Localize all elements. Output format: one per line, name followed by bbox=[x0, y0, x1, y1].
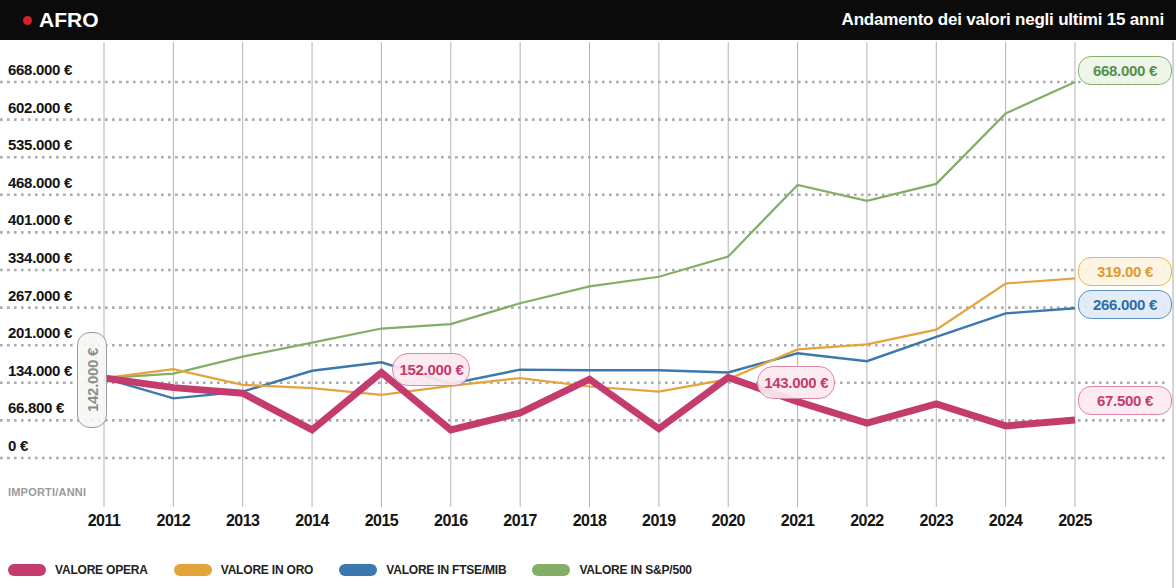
infographic: AFRO Andamento dei valori negli ultimi 1… bbox=[0, 0, 1176, 588]
header-bar: AFRO Andamento dei valori negli ultimi 1… bbox=[0, 0, 1176, 40]
legend-label-valore-in-oro: VALORE IN ORO bbox=[221, 563, 314, 577]
y-axis-label-134-000: 134.000 € bbox=[8, 362, 72, 379]
x-axis-label-2019: 2019 bbox=[629, 512, 689, 530]
x-axis-label-2011: 2011 bbox=[74, 512, 134, 530]
y-axis-label-668-000: 668.000 € bbox=[8, 61, 72, 78]
legend-swatch-valore-in-ftse-mib bbox=[339, 564, 377, 576]
value-label-152-000: 152.000 € bbox=[392, 353, 470, 386]
x-axis-label-2017: 2017 bbox=[490, 512, 550, 530]
x-axis-label-2018: 2018 bbox=[560, 512, 620, 530]
x-axis-label-2023: 2023 bbox=[906, 512, 966, 530]
legend-swatch-valore-opera bbox=[8, 564, 46, 576]
x-axis-label-2025: 2025 bbox=[1045, 512, 1105, 530]
y-axis-label-602-000: 602.000 € bbox=[8, 99, 72, 116]
y-axis-label-0: 0 € bbox=[8, 437, 28, 454]
y-axis-label-401-000: 401.000 € bbox=[8, 211, 72, 228]
x-axis-label-2013: 2013 bbox=[213, 512, 273, 530]
x-axis-label-2020: 2020 bbox=[698, 512, 758, 530]
y-axis-label-535-000: 535.000 € bbox=[8, 136, 72, 153]
axis-caption: IMPORTI/ANNI bbox=[8, 486, 86, 498]
legend-item-valore-opera: VALORE OPERA bbox=[8, 563, 148, 577]
x-axis-label-2012: 2012 bbox=[143, 512, 203, 530]
x-axis-label-2016: 2016 bbox=[421, 512, 481, 530]
x-axis-label-2015: 2015 bbox=[351, 512, 411, 530]
value-label-143-000: 143.000 € bbox=[757, 366, 835, 399]
y-axis-label-267-000: 267.000 € bbox=[8, 287, 72, 304]
red-dot-icon bbox=[23, 16, 32, 25]
legend: VALORE OPERA VALORE IN ORO VALORE IN FTSE/… bbox=[8, 563, 692, 577]
x-axis-label-2021: 2021 bbox=[768, 512, 828, 530]
legend-label-valore-opera: VALORE OPERA bbox=[55, 563, 148, 577]
legend-item-valore-in-ftse-mib: VALORE IN FTSE/MIB bbox=[339, 563, 506, 577]
legend-label-valore-in-s-p-500: VALORE IN S&P/500 bbox=[579, 563, 691, 577]
legend-item-valore-in-s-p-500: VALORE IN S&P/500 bbox=[532, 563, 691, 577]
line-chart bbox=[0, 0, 1176, 588]
y-axis-label-468-000: 468.000 € bbox=[8, 174, 72, 191]
y-axis-label-334-000: 334.000 € bbox=[8, 249, 72, 266]
legend-item-valore-in-oro: VALORE IN ORO bbox=[174, 563, 314, 577]
legend-swatch-valore-in-s-p-500 bbox=[532, 564, 570, 576]
chart-title: Andamento dei valori negli ultimi 15 ann… bbox=[842, 10, 1164, 30]
legend-swatch-valore-in-oro bbox=[174, 564, 212, 576]
value-label-142-000: 142.000 € bbox=[77, 332, 107, 428]
x-axis-label-2014: 2014 bbox=[282, 512, 342, 530]
x-axis-label-2022: 2022 bbox=[837, 512, 897, 530]
x-axis-label-2024: 2024 bbox=[976, 512, 1036, 530]
y-axis-label-66-800: 66.800 € bbox=[8, 399, 64, 416]
value-label-67-500: 67.500 € bbox=[1078, 386, 1172, 415]
y-axis-label-201-000: 201.000 € bbox=[8, 324, 72, 341]
value-label-319-00: 319.00 € bbox=[1078, 257, 1172, 286]
value-label-266-000: 266.000 € bbox=[1078, 290, 1172, 319]
brand-title: AFRO bbox=[39, 8, 99, 32]
value-label-668-000: 668.000 € bbox=[1078, 56, 1172, 85]
legend-label-valore-in-ftse-mib: VALORE IN FTSE/MIB bbox=[386, 563, 506, 577]
